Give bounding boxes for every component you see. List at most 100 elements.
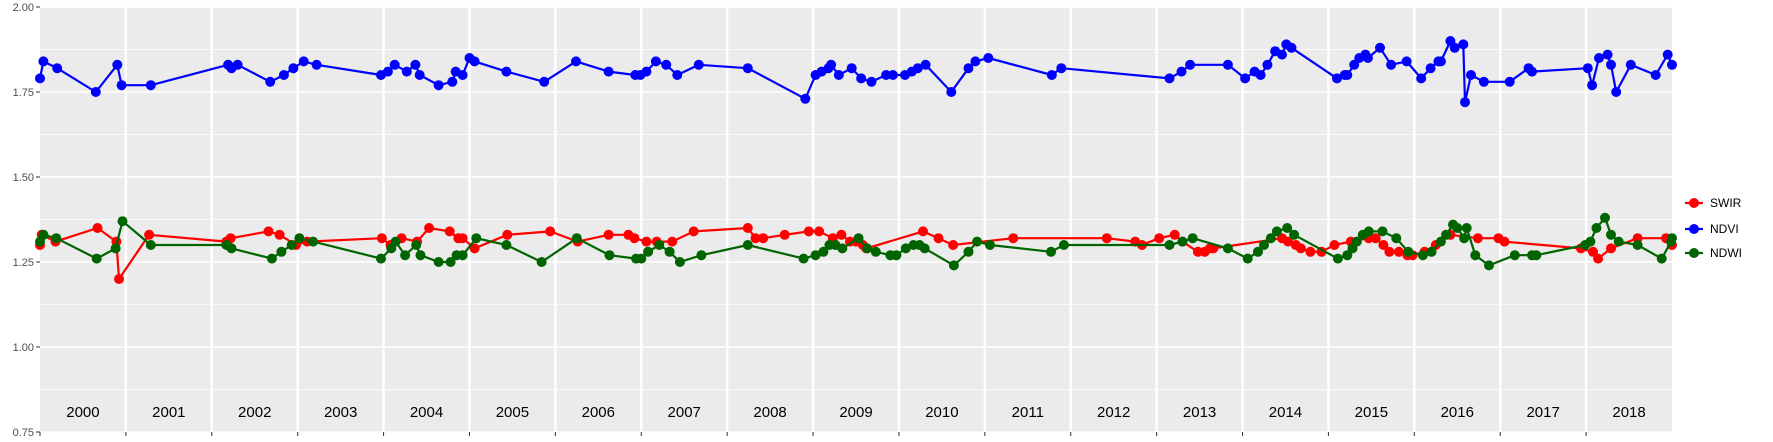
- data-point-ndvi: [1606, 59, 1616, 70]
- data-point-ndwi: [1461, 223, 1472, 233]
- data-point-swir: [1378, 240, 1389, 250]
- data-point-ndvi: [1435, 56, 1446, 67]
- data-point-ndwi: [51, 233, 62, 244]
- data-point-ndwi: [1187, 233, 1198, 244]
- data-point-swir: [688, 226, 699, 237]
- data-point-ndvi: [1416, 73, 1427, 84]
- data-point-ndwi: [919, 243, 930, 254]
- data-point-ndwi: [1531, 250, 1542, 261]
- data-point-swir: [469, 243, 480, 254]
- data-point-ndwi: [837, 243, 848, 254]
- data-point-swir: [1588, 246, 1598, 257]
- data-point-ndwi: [1509, 250, 1520, 261]
- data-point-ndvi: [265, 76, 276, 87]
- data-point-ndvi: [1425, 63, 1436, 74]
- data-point-ndwi: [853, 233, 864, 244]
- data-point-ndvi: [1176, 66, 1187, 77]
- data-point-swir: [92, 223, 103, 233]
- data-point-ndvi: [1401, 56, 1412, 67]
- data-point-swir: [424, 223, 435, 233]
- data-point-swir: [742, 223, 753, 233]
- data-point-swir: [667, 236, 678, 247]
- minor-gridlines: [40, 49, 1672, 390]
- data-point-ndwi: [1259, 240, 1269, 250]
- data-point-ndwi: [308, 236, 319, 247]
- data-point-ndvi: [1602, 49, 1613, 60]
- data-point-ndwi: [636, 253, 647, 264]
- data-point-swir: [114, 274, 124, 284]
- data-point-ndwi: [1164, 240, 1175, 250]
- legend-label: NDVI: [1710, 222, 1739, 236]
- data-point-ndwi: [276, 246, 287, 257]
- data-point-swir: [1008, 233, 1019, 244]
- data-point-ndvi: [469, 56, 480, 67]
- data-point-ndvi: [1667, 59, 1677, 70]
- data-point-ndwi: [1342, 250, 1353, 261]
- data-point-ndvi: [278, 70, 289, 80]
- data-point-swir: [918, 226, 928, 237]
- data-point-ndwi: [1606, 229, 1616, 240]
- data-point-swir: [1169, 229, 1180, 240]
- data-point-ndvi: [52, 63, 63, 74]
- data-point-ndvi: [833, 70, 844, 80]
- data-point-ndvi: [1164, 73, 1175, 84]
- data-point-ndvi: [1527, 66, 1537, 77]
- data-point-ndvi: [1342, 70, 1353, 80]
- data-point-ndwi: [1391, 233, 1402, 244]
- data-point-swir: [1499, 236, 1510, 247]
- y-tick-label: 1.75: [13, 87, 34, 99]
- data-point-ndwi: [1046, 246, 1056, 257]
- data-point-ndwi: [696, 250, 707, 261]
- data-point-swir: [545, 226, 556, 237]
- y-tick-label: 0.75: [13, 427, 34, 439]
- data-point-ndvi: [382, 66, 393, 77]
- data-point-ndwi: [654, 240, 665, 250]
- data-point-swir: [1393, 246, 1404, 257]
- data-point-swir: [933, 233, 944, 244]
- data-point-ndvi: [1594, 53, 1604, 63]
- year-label: 2003: [324, 404, 357, 421]
- data-point-ndwi: [972, 236, 983, 247]
- data-point-ndwi: [1632, 240, 1643, 250]
- legend-label: NDWI: [1710, 246, 1742, 260]
- data-point-ndvi: [641, 66, 652, 77]
- data-point-swir: [948, 240, 959, 250]
- data-point-swir: [1283, 236, 1294, 247]
- data-point-ndwi: [604, 250, 615, 261]
- data-point-ndvi: [1587, 80, 1598, 91]
- data-point-ndwi: [870, 246, 881, 257]
- data-point-swir: [803, 226, 814, 237]
- data-point-ndvi: [1611, 87, 1622, 97]
- y-tick-label: 2.00: [13, 2, 34, 14]
- data-point-ndvi: [1262, 59, 1273, 70]
- data-point-ndwi: [1282, 223, 1293, 233]
- series-layer: [35, 36, 1677, 284]
- data-point-ndvi: [389, 59, 400, 70]
- year-label: 2017: [1526, 404, 1559, 421]
- y-tick-label: 1.25: [13, 257, 34, 269]
- data-point-ndwi: [411, 240, 422, 250]
- data-point-swir: [502, 229, 513, 240]
- data-point-ndwi: [536, 257, 547, 267]
- data-point-ndvi: [288, 63, 299, 74]
- data-point-ndvi: [963, 63, 974, 74]
- data-point-ndvi: [501, 66, 512, 77]
- data-point-ndwi: [1452, 223, 1463, 233]
- data-point-swir: [603, 229, 614, 240]
- data-point-ndwi: [1265, 233, 1276, 244]
- year-label: 2015: [1355, 404, 1388, 421]
- data-point-ndwi: [1403, 246, 1414, 257]
- data-point-ndwi: [415, 250, 426, 261]
- legend-key-marker: [1689, 224, 1699, 234]
- data-point-swir: [1154, 233, 1165, 244]
- data-point-ndwi: [400, 250, 411, 261]
- data-point-swir: [1101, 233, 1112, 244]
- data-point-ndwi: [117, 216, 128, 227]
- data-point-ndvi: [1460, 97, 1470, 108]
- year-label: 2010: [925, 404, 958, 421]
- data-point-swir: [457, 233, 468, 244]
- y-axis: 0.75 1.00 1.25 1.50 1.75 2.00: [13, 2, 40, 439]
- data-point-ndvi: [1185, 59, 1196, 70]
- year-label: 2018: [1612, 404, 1645, 421]
